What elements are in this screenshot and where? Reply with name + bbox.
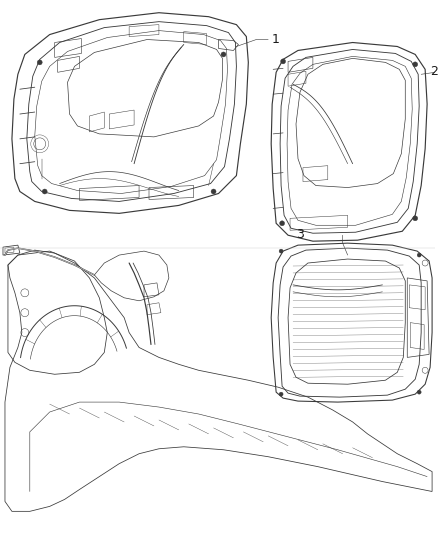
Circle shape (279, 392, 283, 396)
Circle shape (417, 390, 421, 394)
Text: 2: 2 (430, 65, 438, 78)
Circle shape (211, 189, 216, 194)
Circle shape (221, 52, 226, 57)
Circle shape (413, 62, 418, 67)
Circle shape (417, 253, 421, 257)
Circle shape (413, 216, 418, 221)
Text: 1: 1 (271, 33, 279, 46)
Circle shape (279, 249, 283, 253)
Circle shape (281, 59, 286, 64)
Circle shape (37, 60, 42, 65)
Circle shape (279, 221, 285, 226)
Circle shape (42, 189, 47, 194)
Text: 3: 3 (296, 228, 304, 241)
